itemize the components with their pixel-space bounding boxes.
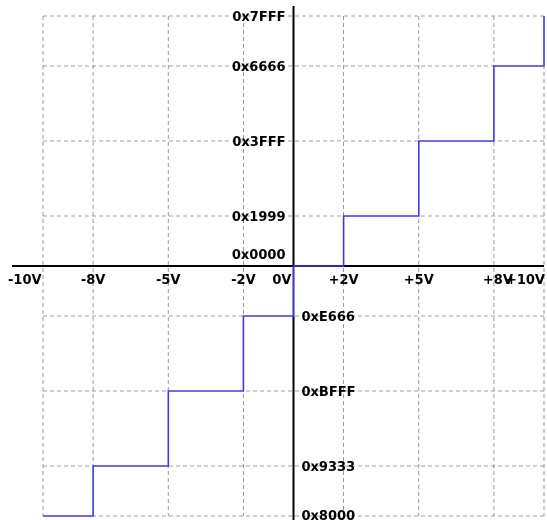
x-tick-label: +10V	[506, 273, 545, 288]
x-tick-label: -10V	[8, 273, 42, 288]
y-tick-label: 0x8000	[302, 509, 356, 520]
axes	[12, 6, 544, 520]
x-tick-label: -5V	[156, 273, 181, 288]
y-tick-label: 0x3FFF	[232, 135, 285, 150]
y-tick-label: 0x0000	[232, 248, 286, 263]
tick-labels: -10V -8V -5V -2V 0V +2V +5V +8V+10V 0x7FFF 0x6666…	[8, 10, 545, 520]
y-tick-label: 0xBFFF	[302, 385, 356, 400]
x-tick-label: +2V	[329, 273, 359, 288]
y-tick-label: 0x6666	[232, 60, 286, 75]
y-tick-label: 0x1999	[232, 210, 286, 225]
x-tick-label: 0V	[272, 273, 291, 288]
series-lines	[43, 16, 545, 517]
x-tick-label: -8V	[81, 273, 106, 288]
series-line-0	[43, 16, 545, 517]
y-tick-label: 0xE666	[302, 310, 355, 325]
y-tick-label: 0x9333	[302, 460, 356, 475]
x-tick-label: -2V	[231, 273, 256, 288]
x-tick-label: +5V	[404, 273, 434, 288]
y-tick-label: 0x7FFF	[232, 10, 285, 25]
x-tick-label: +8V	[483, 273, 513, 288]
